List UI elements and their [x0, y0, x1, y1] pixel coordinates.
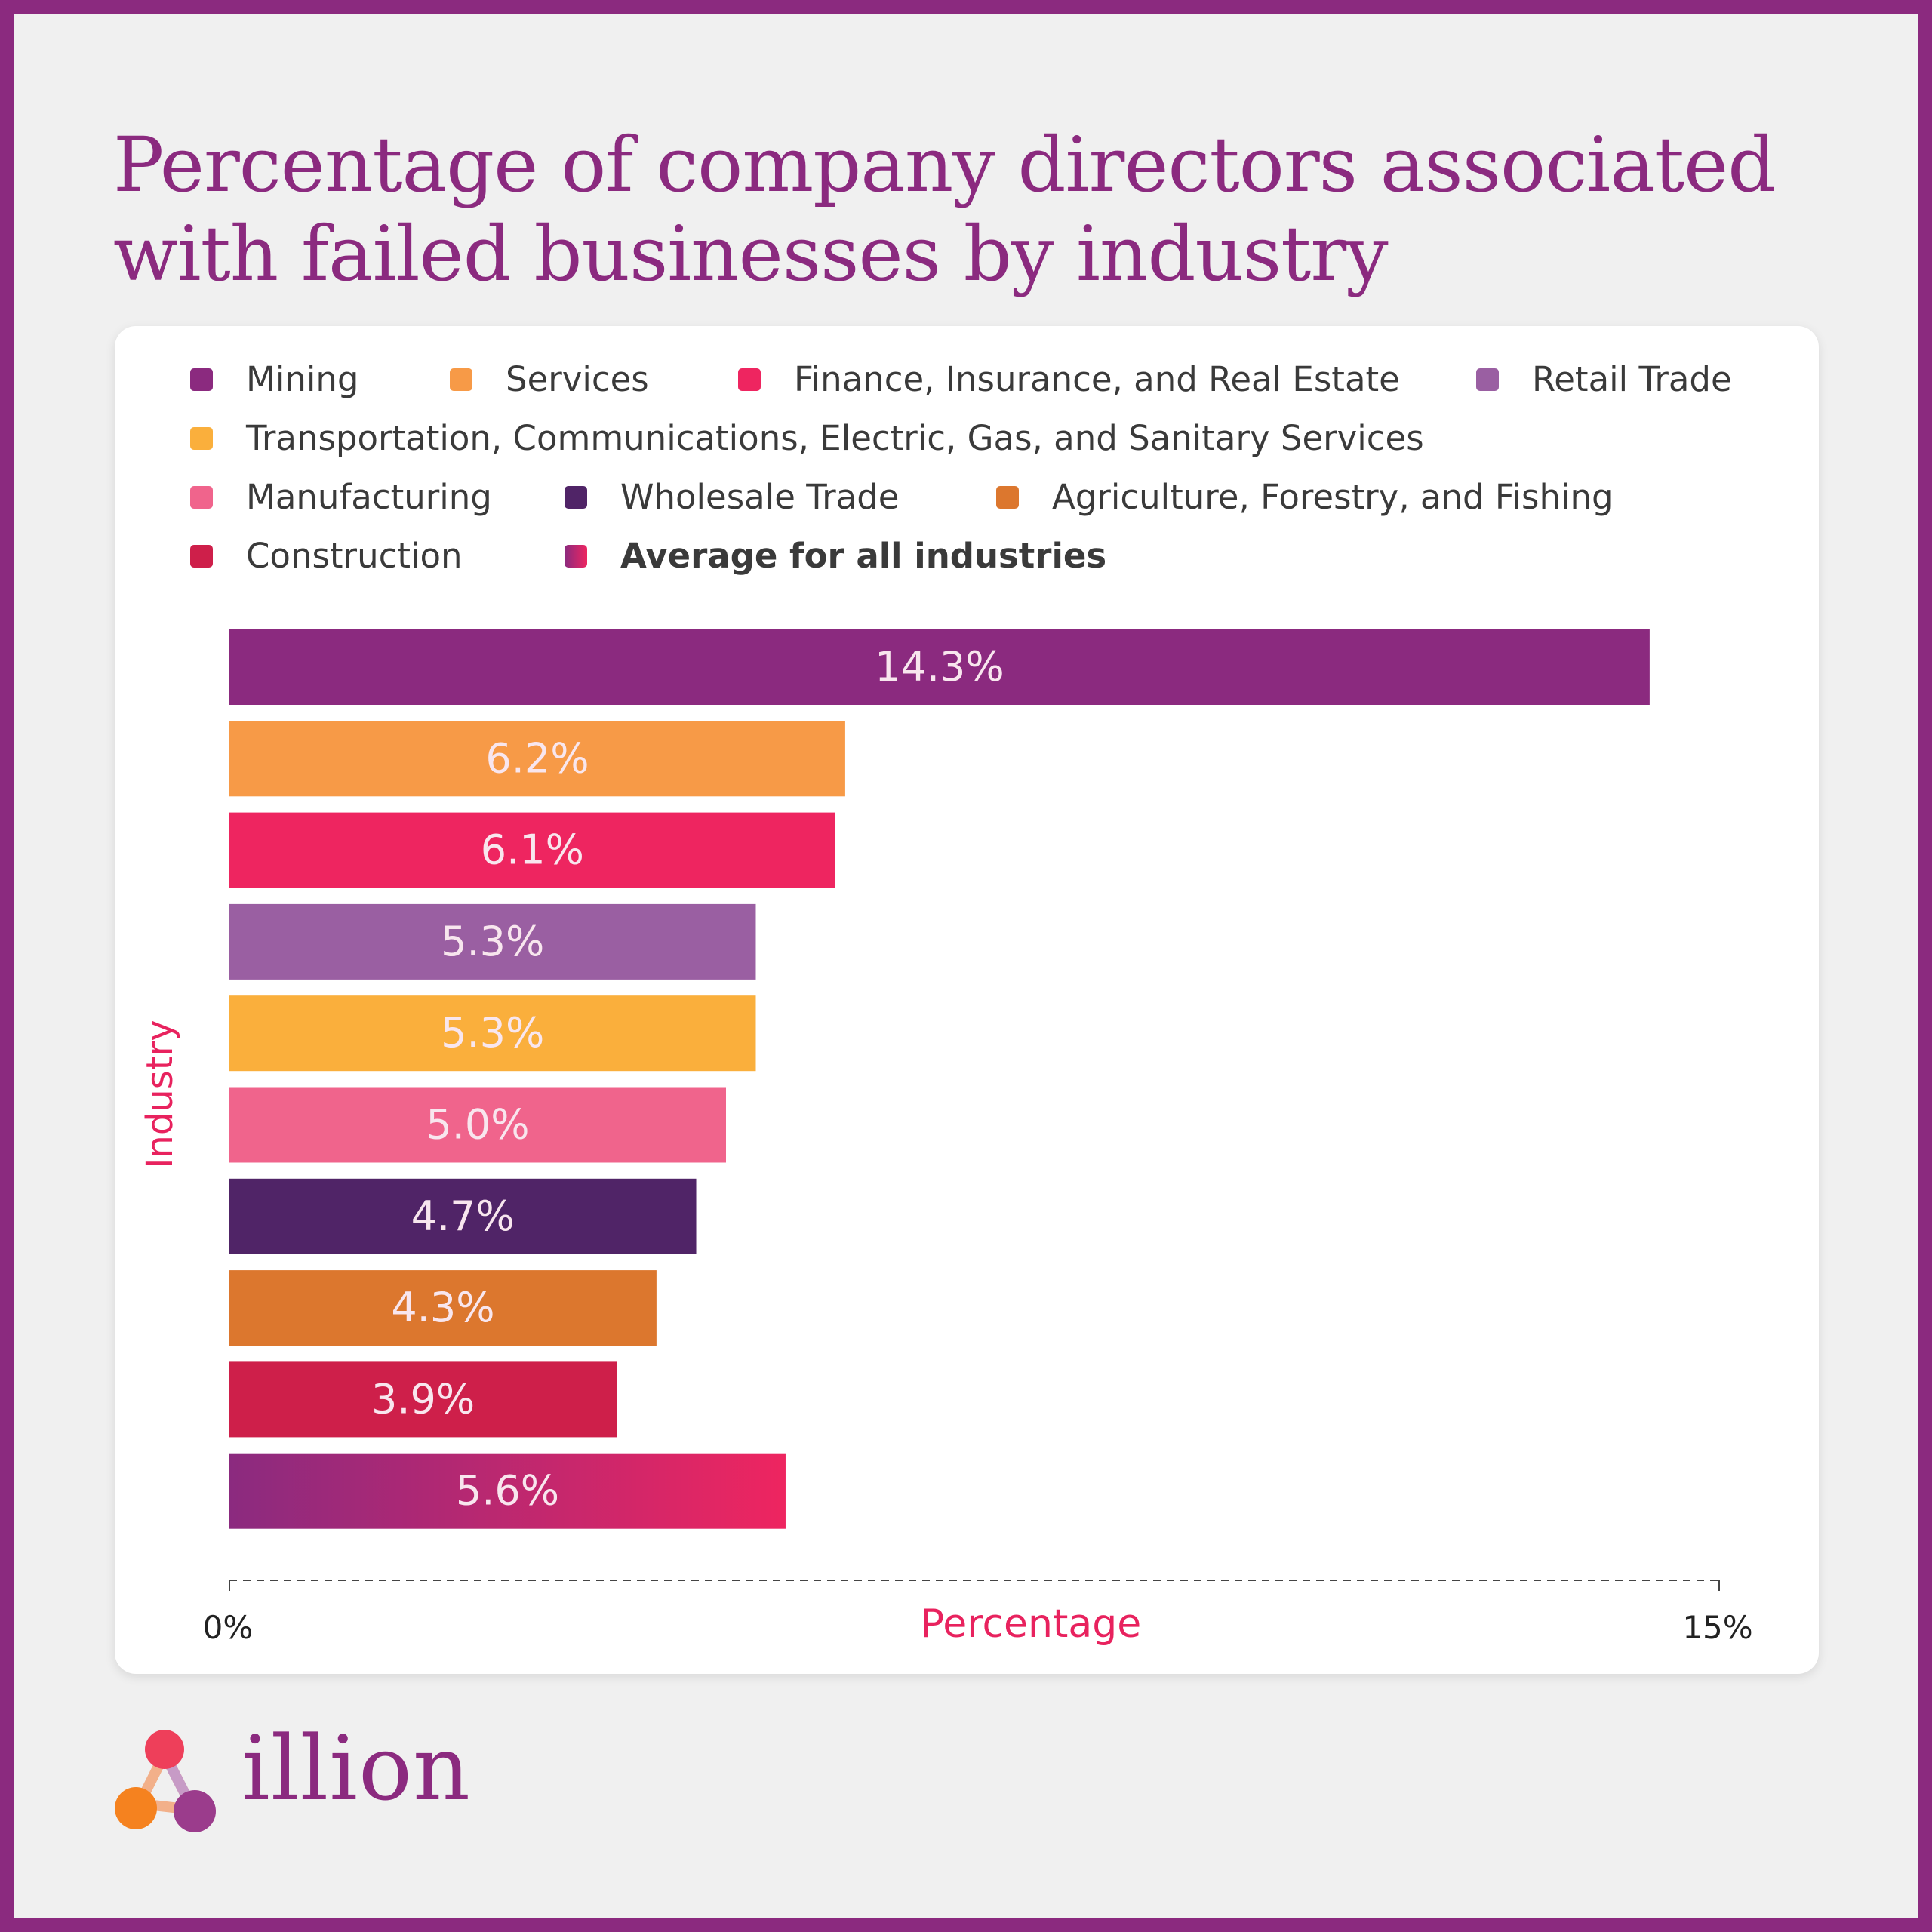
chart-card: Mining Services Finance, Insurance, and Re…	[115, 326, 1819, 1674]
legend-swatch	[565, 544, 587, 568]
x-tick-label-min: 0%	[202, 1609, 254, 1646]
bar-value-label: 14.3%	[875, 643, 1004, 691]
bar-value-label: 6.1%	[481, 826, 584, 874]
legend-item: Agriculture, Forestry, and Fishing	[996, 477, 1614, 517]
legend-item: Mining	[190, 359, 358, 399]
bar-value-label: 5.6%	[456, 1467, 559, 1515]
legend-swatch	[190, 485, 213, 509]
x-axis-label: Percentage	[920, 1601, 1142, 1647]
bar	[229, 812, 835, 888]
legend-label: Average for all industries	[620, 536, 1107, 576]
legend-label: Construction	[246, 536, 463, 576]
legend-swatch	[996, 485, 1019, 509]
legend-swatch	[190, 426, 213, 450]
legend-item: Manufacturing	[190, 477, 492, 517]
legend-swatch	[190, 368, 213, 391]
legend-label: Transportation, Communications, Electric…	[246, 418, 1424, 458]
x-tick-label-max: 15%	[1682, 1609, 1753, 1646]
legend-label: Retail Trade	[1532, 359, 1732, 399]
y-axis-label: Industry	[139, 1020, 181, 1169]
legend-swatch	[450, 368, 472, 391]
bar-value-label: 4.3%	[391, 1284, 494, 1331]
legend-swatch	[738, 368, 761, 391]
bar	[229, 903, 756, 980]
legend-label: Services	[506, 359, 649, 399]
bar	[229, 1453, 786, 1529]
legend-item: Services	[450, 359, 649, 399]
bar	[229, 629, 1650, 705]
legend-swatch	[565, 485, 587, 509]
bar-chart: 14.3% 6.2% 6.1% 5.3% 5.3% 5.0% 4.7% 4.3% 3.9% 5.6…	[229, 629, 1720, 1591]
legend-label: Wholesale Trade	[620, 477, 900, 517]
legend-swatch	[190, 544, 213, 568]
x-axis	[229, 1580, 1720, 1591]
legend-item: Wholesale Trade	[565, 477, 899, 517]
bar-value-label: 6.2%	[485, 734, 589, 782]
bar	[229, 1361, 617, 1438]
bar	[229, 995, 756, 1072]
bar-value-label: 5.3%	[441, 918, 544, 965]
legend-label: Manufacturing	[246, 477, 492, 517]
legend-item: Construction	[190, 536, 463, 576]
chart-title: Percentage of company directors associat…	[113, 121, 1776, 298]
brand-logo: illion	[113, 1716, 491, 1847]
bar	[229, 1270, 657, 1346]
legend-item: Retail Trade	[1476, 359, 1732, 399]
legend-item: Finance, Insurance, and Real Estate	[738, 359, 1400, 399]
bar-value-label: 4.7%	[411, 1192, 515, 1240]
bar	[229, 1178, 697, 1254]
brand-name: illion	[242, 1716, 471, 1820]
legend-item: Average for all industries	[565, 536, 1106, 576]
legend-swatch	[1476, 368, 1499, 391]
bar	[229, 1087, 726, 1163]
bar	[229, 721, 845, 797]
bar-value-label: 3.9%	[371, 1375, 475, 1423]
chart-frame: Percentage of company directors associat…	[14, 14, 1918, 1918]
legend-label: Finance, Insurance, and Real Estate	[794, 359, 1400, 399]
bar-value-label: 5.3%	[441, 1009, 544, 1057]
illion-logo-icon	[115, 1730, 216, 1832]
legend-label: Agriculture, Forestry, and Fishing	[1052, 477, 1614, 517]
bar-value-label: 5.0%	[426, 1101, 529, 1149]
legend-label: Mining	[246, 359, 359, 399]
legend-item: Transportation, Communications, Electric…	[190, 418, 1424, 458]
